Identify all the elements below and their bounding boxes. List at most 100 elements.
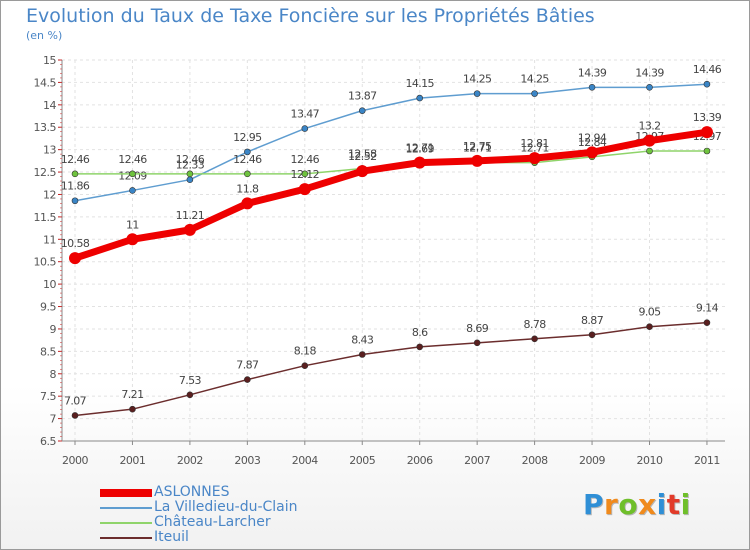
data-label: 12.81 xyxy=(520,137,549,150)
data-point xyxy=(416,343,424,351)
legend-label: Iteuil xyxy=(154,529,189,545)
data-point xyxy=(588,331,596,339)
data-point xyxy=(703,80,711,88)
data-point xyxy=(186,170,194,178)
legend-item: Iteuil xyxy=(100,529,360,545)
data-point xyxy=(244,170,251,178)
data-point xyxy=(528,152,541,165)
y-tick-label: 13.5 xyxy=(34,121,57,134)
data-point xyxy=(129,405,136,413)
data-label: 12.71 xyxy=(520,142,549,155)
data-label: 7.21 xyxy=(121,388,143,401)
data-label: 12.71 xyxy=(463,142,492,155)
y-tick-label: 10 xyxy=(43,278,56,291)
data-label: 14.15 xyxy=(405,77,434,90)
data-label: 7.07 xyxy=(64,394,87,407)
y-tick-label: 15 xyxy=(43,54,56,67)
grid xyxy=(62,59,725,442)
data-label: 10.58 xyxy=(61,237,90,250)
data-point xyxy=(244,148,251,156)
y-tick-label: 11.5 xyxy=(34,211,57,224)
data-point xyxy=(473,90,481,97)
data-label: 12.75 xyxy=(463,140,492,153)
y-tick-label: 12 xyxy=(43,188,56,201)
legend-item: ASLONNES xyxy=(100,484,360,500)
data-label: 12.52 xyxy=(348,150,377,163)
data-label: 11.21 xyxy=(176,209,205,222)
x-tick-label: 2004 xyxy=(292,454,318,467)
x-tick-label: 2002 xyxy=(177,454,203,467)
data-point xyxy=(244,376,251,383)
data-label: 12.46 xyxy=(291,153,320,166)
chart-legend: ASLONNES La Villedieu-du-Clain Château-Lar… xyxy=(100,484,360,545)
data-point xyxy=(129,187,136,194)
data-label: 11 xyxy=(126,218,139,231)
legend-item: Château-Larcher xyxy=(100,514,360,530)
data-label: 13.2 xyxy=(638,120,660,133)
series-la-villedieu-du-clain: 11.8612.0912.3312.9513.4713.8714.1514.25… xyxy=(61,63,722,205)
data-point xyxy=(183,223,196,236)
data-label: 12.94 xyxy=(578,131,607,144)
data-point xyxy=(186,176,194,183)
x-tick-label: 2008 xyxy=(522,454,548,467)
y-tick-label: 13 xyxy=(43,144,56,157)
y-tick-label: 6.5 xyxy=(40,435,56,448)
legend-swatch xyxy=(100,489,152,497)
data-label: 12.46 xyxy=(233,153,262,166)
data-label: 8.69 xyxy=(466,322,489,335)
data-point xyxy=(301,125,309,132)
chart-title: Evolution du Taux de Taxe Foncière sur l… xyxy=(26,5,595,27)
x-tick-label: 2010 xyxy=(637,454,663,467)
y-tick-label: 11 xyxy=(43,233,56,246)
data-label: 7.87 xyxy=(236,359,259,372)
x-tick-label: 2009 xyxy=(579,454,605,467)
data-label: 9.14 xyxy=(696,302,719,315)
y-tick-label: 7.5 xyxy=(40,390,56,403)
data-label: 8.87 xyxy=(581,314,604,327)
data-label: 7.53 xyxy=(179,374,202,387)
data-label: 12.95 xyxy=(233,131,262,144)
y-tick-label: 12.5 xyxy=(34,166,57,179)
data-point xyxy=(646,147,653,155)
x-tick-label: 2011 xyxy=(694,454,720,467)
data-label: 12.58 xyxy=(348,147,377,160)
data-label: 14.46 xyxy=(693,63,722,76)
data-label: 14.39 xyxy=(635,66,664,79)
data-point xyxy=(69,252,81,265)
data-point xyxy=(700,126,713,139)
chart-subtitle: (en %) xyxy=(26,29,63,42)
data-label: 12.46 xyxy=(61,153,90,166)
data-label: 13.39 xyxy=(693,111,722,124)
data-point xyxy=(586,146,599,159)
data-label: 8.43 xyxy=(351,333,374,346)
data-label: 13.87 xyxy=(348,90,377,103)
data-label: 12.33 xyxy=(176,159,205,172)
data-label: 8.6 xyxy=(412,326,428,339)
y-tick-label: 8 xyxy=(50,368,57,381)
series-line xyxy=(74,321,708,417)
y-tick-label: 9.5 xyxy=(40,301,56,314)
data-point xyxy=(471,154,484,167)
data-label: 13.47 xyxy=(291,108,320,121)
data-label: 11.86 xyxy=(61,180,90,193)
data-point xyxy=(416,94,424,102)
data-label: 8.78 xyxy=(524,318,547,331)
series-iteuil: 7.07 7.21 7.53 7.87 8.18 8.43 8.6 8.69 8.78 8.87 9… xyxy=(64,302,719,419)
y-tick-label: 14 xyxy=(43,99,56,112)
x-tick-label: 2001 xyxy=(119,454,145,467)
legend-item: La Villedieu-du-Clain xyxy=(100,499,360,515)
data-label: 14.25 xyxy=(463,73,492,86)
data-point xyxy=(71,412,79,419)
data-point xyxy=(301,170,309,178)
x-tick-label: 2005 xyxy=(349,454,375,467)
data-label: 12.69 xyxy=(405,143,434,156)
x-tick-label: 2000 xyxy=(62,454,88,467)
x-tick-label: 2007 xyxy=(464,454,490,467)
legend-label: Château-Larcher xyxy=(154,514,271,530)
data-point xyxy=(129,170,136,178)
data-label: 11.8 xyxy=(236,182,259,195)
data-point xyxy=(473,339,481,347)
